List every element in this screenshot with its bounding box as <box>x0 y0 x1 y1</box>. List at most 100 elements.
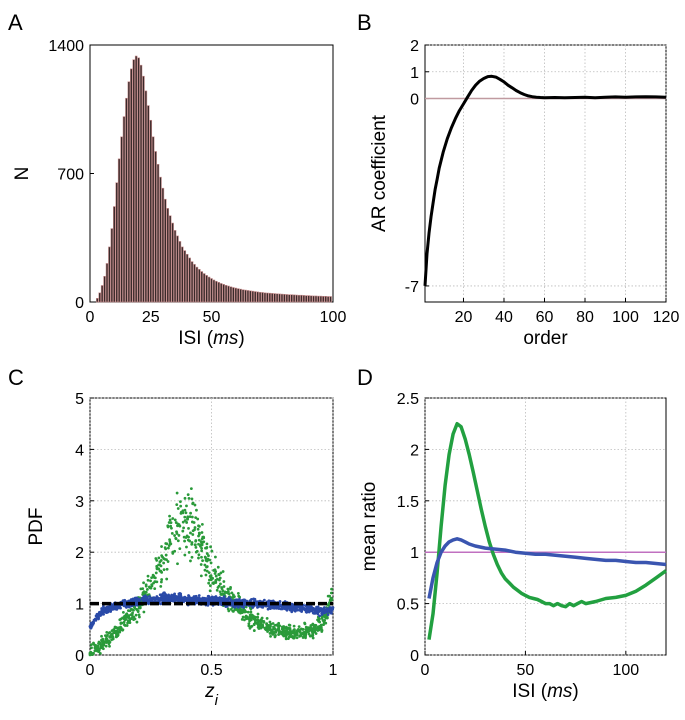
scatter-point-green <box>120 628 123 631</box>
y-tick-label-b: 0 <box>410 92 419 109</box>
y-tick-label-d: 2.5 <box>397 391 419 408</box>
scatter-point-green <box>227 592 231 596</box>
scatter-point-green <box>131 611 134 615</box>
histogram-bar <box>309 295 313 303</box>
scatter-point-green <box>285 631 289 634</box>
scatter-point-green <box>318 620 322 624</box>
histogram-bar <box>217 282 221 303</box>
scatter-point-blue <box>99 611 102 615</box>
scatter-point-green <box>217 578 221 582</box>
histogram-bar <box>329 296 332 303</box>
scatter-point-green <box>268 628 272 632</box>
scatter-point-blue <box>180 596 184 600</box>
scatter-point-blue <box>146 600 150 604</box>
scatter-point-blue <box>100 607 104 610</box>
panel-c-pdf-scatter: 0 0.5 1 0 1 2 3 4 5 zi PDF <box>26 391 338 709</box>
scatter-point-green <box>330 587 333 591</box>
x-tick-label-b: 40 <box>495 309 513 326</box>
scatter-point-green <box>271 622 275 625</box>
x-tick-label-d: 100 <box>612 662 639 679</box>
y-tick-label-c: 5 <box>75 391 84 408</box>
y-tick-label-d: 0.5 <box>397 597 419 614</box>
scatter-point-green <box>207 554 210 558</box>
scatter-point-green <box>265 622 269 626</box>
scatter-point-blue <box>323 611 327 615</box>
scatter-point-green <box>187 550 191 554</box>
scatter-point-green <box>166 524 170 528</box>
scatter-point-green <box>164 547 168 551</box>
scatter-point-green <box>116 631 120 634</box>
scatter-point-green <box>306 626 310 630</box>
y-axis-label-a: N <box>12 167 33 181</box>
scatter-point-green <box>239 611 242 615</box>
histogram-bar <box>193 264 196 303</box>
scatter-point-green <box>182 526 186 530</box>
histogram-bar <box>278 293 281 303</box>
histogram-bar <box>98 292 101 303</box>
scatter-point-green <box>165 567 169 571</box>
scatter-point-green <box>193 543 197 547</box>
scatter-point-green <box>247 622 251 626</box>
histogram-bar <box>200 271 204 303</box>
scatter-point-green <box>256 615 260 619</box>
scatter-point-blue <box>192 595 196 598</box>
scatter-point-green <box>183 539 186 543</box>
scatter-point-green <box>135 620 139 624</box>
panel-letter-b: B <box>357 10 372 35</box>
scatter-point-green <box>119 622 123 625</box>
scatter-point-green <box>268 620 272 624</box>
scatter-point-green <box>215 588 219 592</box>
scatter-point-green <box>197 556 200 560</box>
scatter-point-green <box>199 574 203 578</box>
scatter-point-green <box>110 634 114 638</box>
scatter-point-blue <box>228 597 232 601</box>
scatter-point-green <box>226 587 230 591</box>
scatter-point-green <box>290 634 294 638</box>
scatter-point-green <box>171 517 175 520</box>
mean-ratio-line-blue <box>427 537 667 599</box>
scatter-point-green <box>142 581 145 585</box>
scatter-point-green <box>189 511 192 515</box>
scatter-point-green <box>138 606 142 610</box>
ar-coefficient-line <box>423 74 667 286</box>
scatter-point-green <box>319 627 323 631</box>
scatter-point-green <box>292 628 296 631</box>
histogram-bar <box>232 287 235 303</box>
scatter-point-green <box>256 618 260 622</box>
scatter-point-green <box>173 534 176 537</box>
scatter-point-blue <box>158 602 162 606</box>
scatter-point-green <box>297 625 301 629</box>
scatter-point-blue <box>88 624 92 628</box>
scatter-point-green <box>149 579 152 583</box>
histogram-bar <box>295 294 298 303</box>
histogram-bar <box>173 230 177 303</box>
scatter-point-green <box>212 569 215 572</box>
scatter-point-green <box>205 565 209 568</box>
y-axis-label-d: mean ratio <box>359 482 380 572</box>
scatter-point-green <box>123 618 127 622</box>
scatter-point-green <box>189 487 193 491</box>
histogram-bar <box>122 116 126 303</box>
y-tick-label-d: 1.5 <box>397 494 419 511</box>
histogram-bar <box>249 290 252 303</box>
scatter-point-green <box>278 629 281 633</box>
scatter-point-blue <box>197 594 201 597</box>
histogram-bar <box>183 250 187 303</box>
scatter-point-blue <box>222 595 226 599</box>
scatter-point-green <box>168 538 172 542</box>
scatter-point-green <box>252 617 256 621</box>
scatter-point-blue <box>220 598 224 602</box>
histogram-bar <box>132 59 136 303</box>
scatter-point-blue <box>303 608 307 612</box>
scatter-point-green <box>105 635 108 638</box>
x-tick-label-c: 0 <box>86 662 95 679</box>
scatter-point-blue <box>158 593 162 597</box>
scatter-point-green <box>105 638 109 642</box>
scatter-point-green <box>199 563 203 566</box>
scatter-point-green <box>319 623 323 627</box>
scatter-point-green <box>183 496 187 500</box>
histogram-bar <box>222 284 225 303</box>
scatter-point-green <box>168 514 171 518</box>
scatter-point-blue <box>314 610 317 614</box>
